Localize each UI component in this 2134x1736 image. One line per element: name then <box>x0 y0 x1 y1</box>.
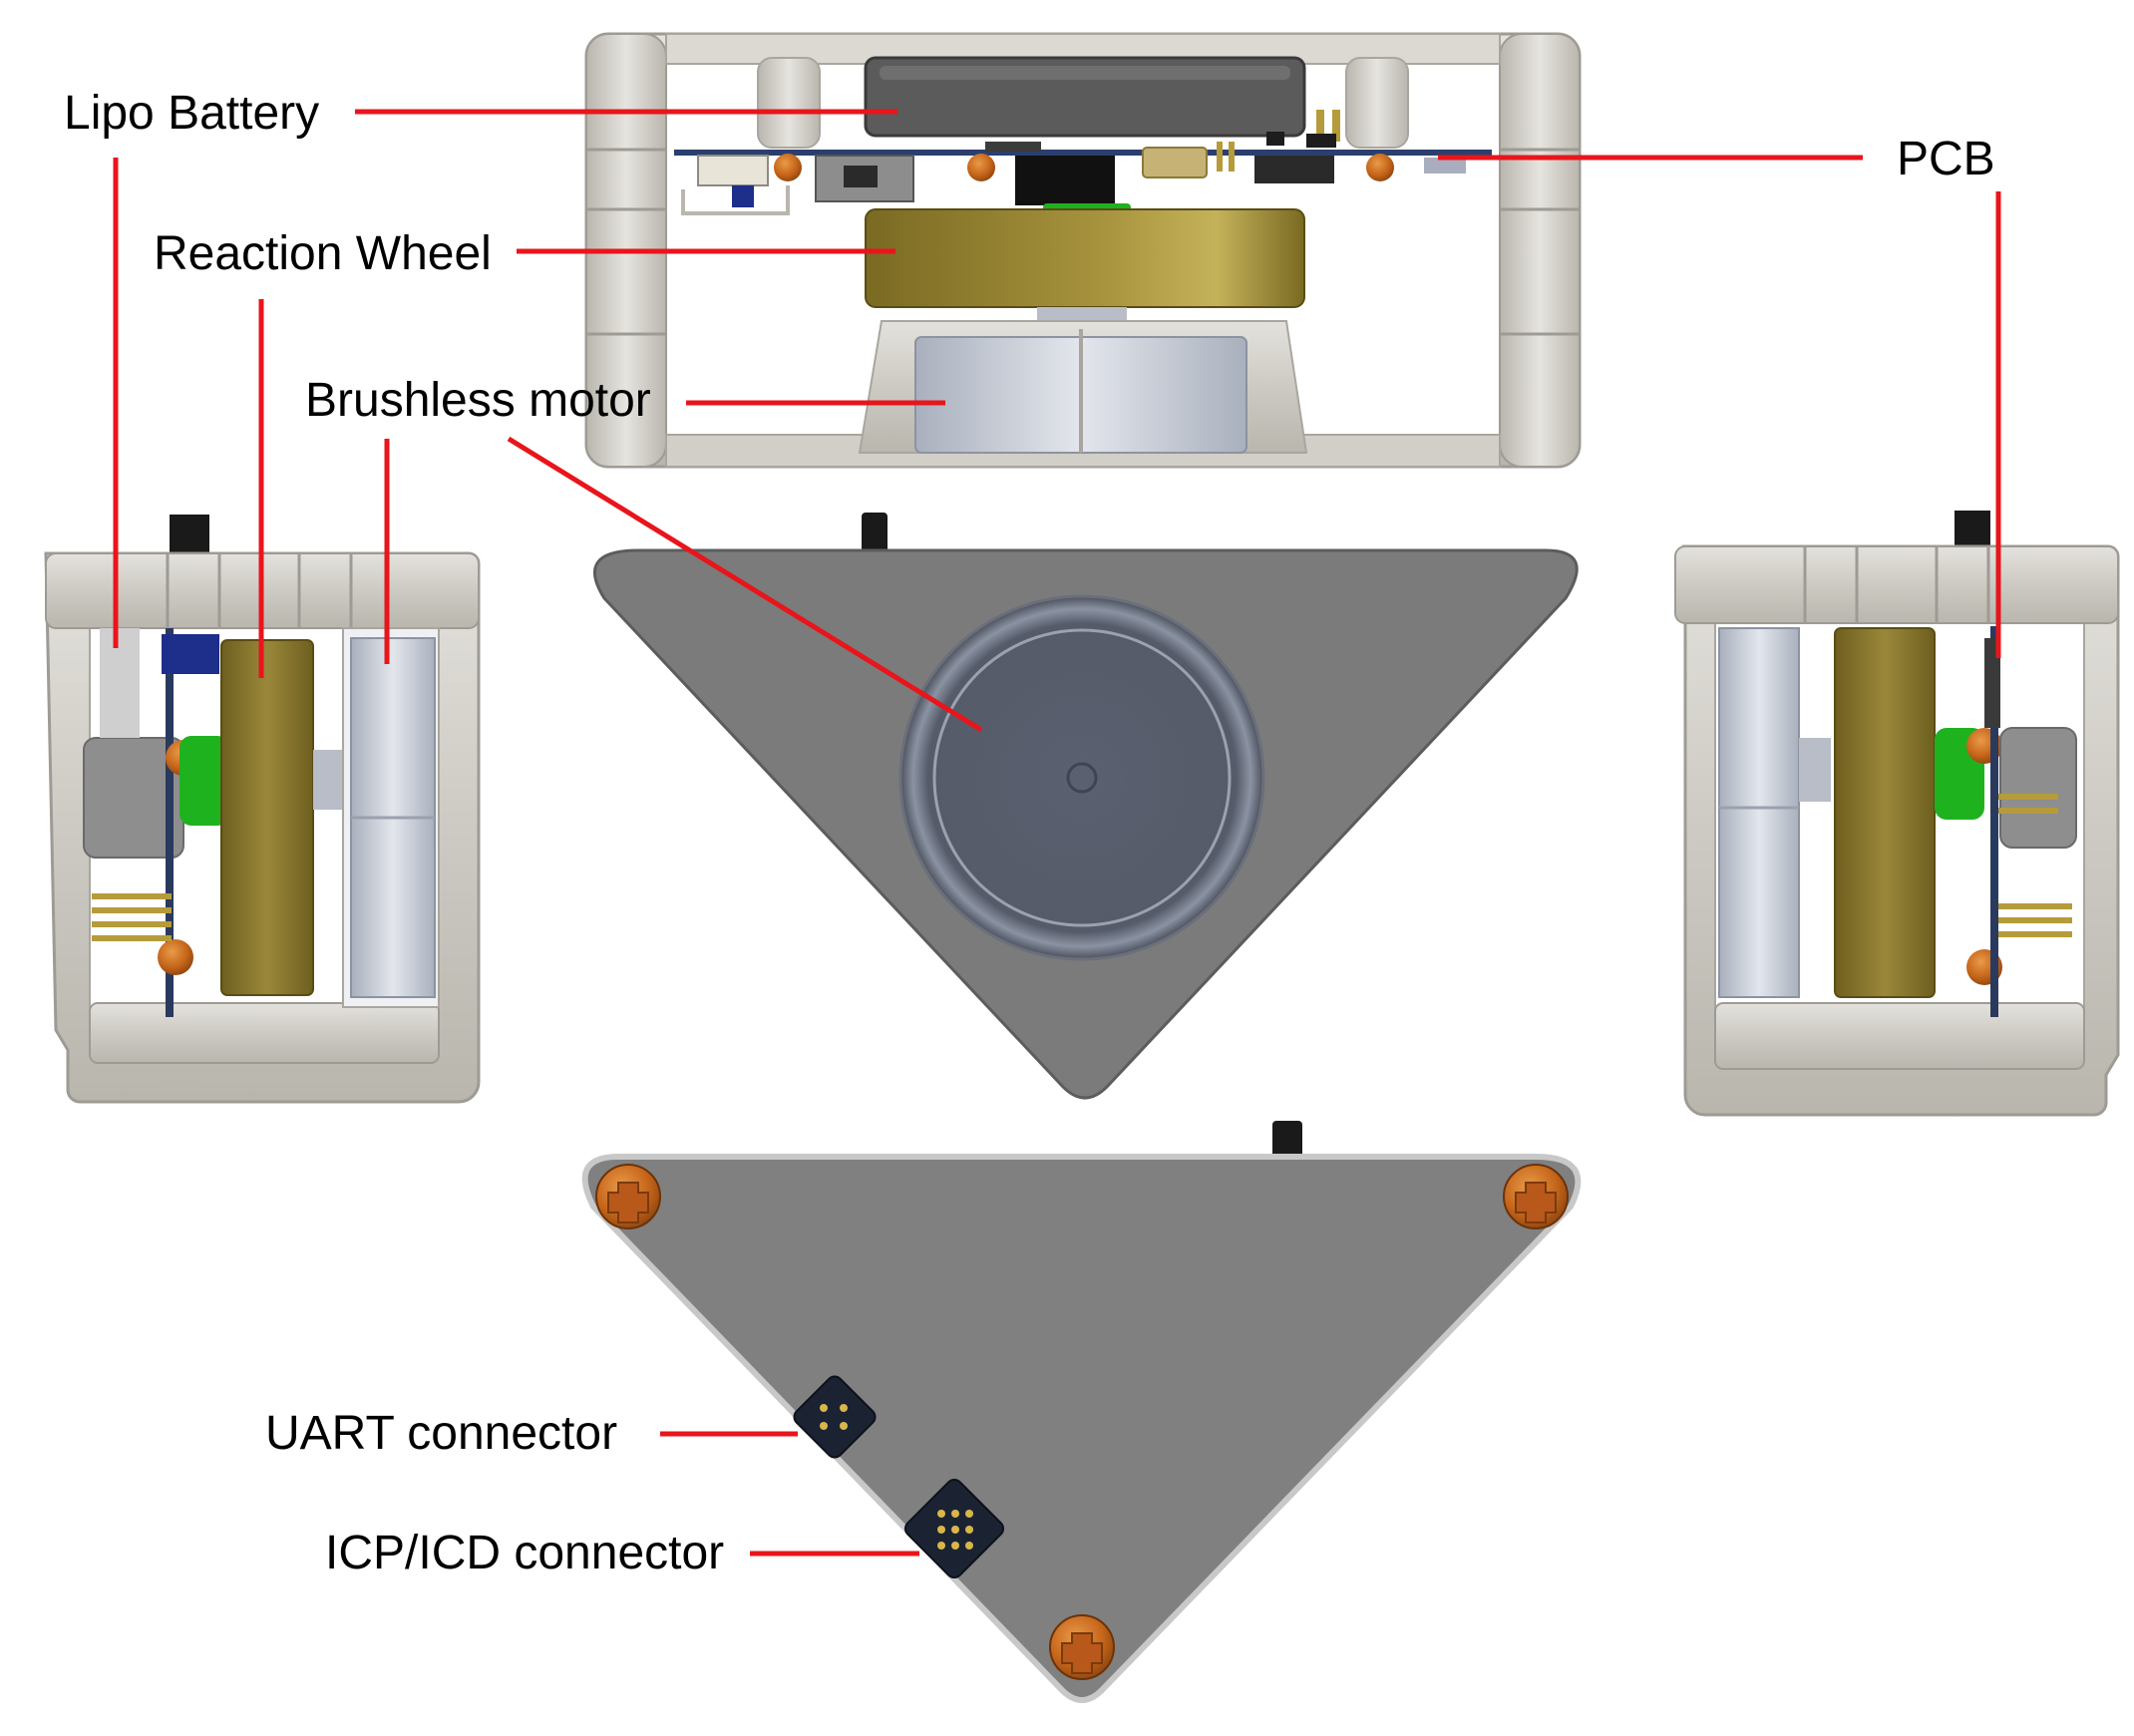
motor-window-disc <box>898 594 1265 961</box>
leader-brushless-motor-diag <box>507 436 983 733</box>
reaction-wheel-left <box>220 639 314 996</box>
label-lipo-battery: Lipo Battery <box>64 87 320 140</box>
motor-driver-chip <box>1015 156 1115 205</box>
bottom-cover-triangle <box>581 1154 1582 1703</box>
bottom-cover-view <box>581 1121 1582 1703</box>
brushless-motor-right <box>1718 627 1800 998</box>
leader-lines <box>113 109 2001 1557</box>
label-reaction-wheel: Reaction Wheel <box>154 227 492 280</box>
uart-connector <box>793 1375 877 1459</box>
left-side-view <box>44 515 481 1104</box>
pcb-top <box>674 150 1492 156</box>
reaction-wheel-right <box>1834 627 1936 998</box>
reaction-wheel-top <box>865 208 1305 308</box>
label-uart-connector: UART connector <box>265 1407 618 1460</box>
label-brushless-motor: Brushless motor <box>305 374 651 427</box>
top-frame-right-post <box>1499 33 1581 468</box>
right-side-view <box>1674 511 2120 1117</box>
top-view-assembly <box>584 32 1582 469</box>
label-icp-icd-connector: ICP/ICD connector <box>325 1527 725 1579</box>
top-cover-view <box>593 513 1579 1100</box>
label-pcb: PCB <box>1897 133 1995 185</box>
